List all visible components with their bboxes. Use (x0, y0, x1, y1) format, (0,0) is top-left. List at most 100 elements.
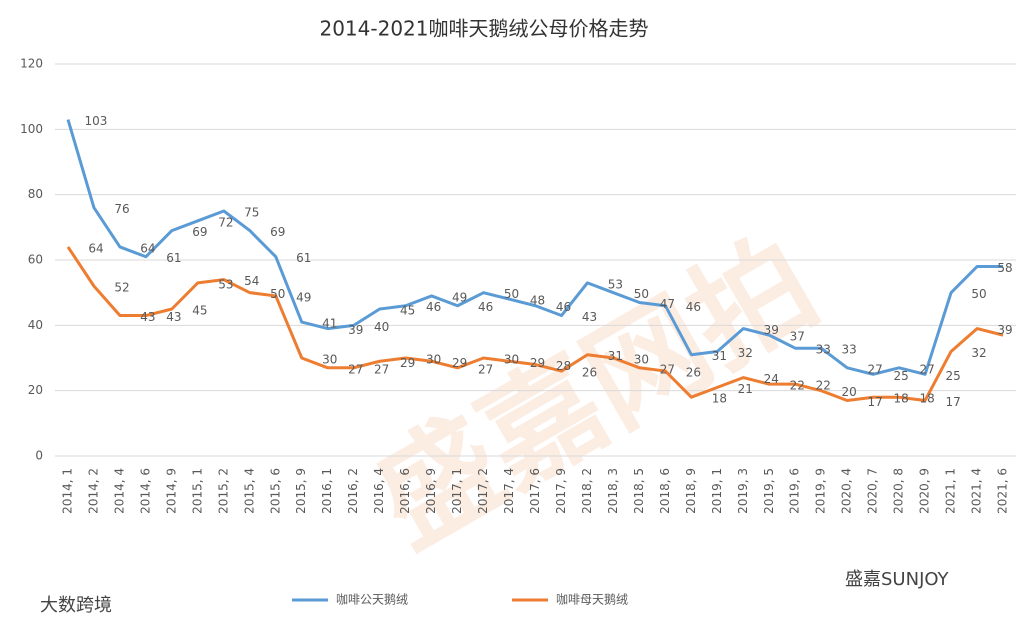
x-tick-label: 2014, 9 (164, 468, 178, 514)
data-label: 27 (919, 362, 934, 376)
data-label: 54 (244, 274, 259, 288)
x-tick-label: 2017, 9 (554, 468, 568, 514)
data-label: 48 (530, 294, 545, 308)
y-tick-label: 80 (28, 187, 43, 201)
data-label: 30 (322, 353, 337, 367)
chart-title: 2014-2021咖啡天鹅绒公母价格走势 (319, 17, 648, 41)
data-label: 22 (816, 379, 831, 393)
data-label: 18 (894, 392, 909, 406)
data-label: 26 (686, 366, 701, 380)
y-tick-label: 120 (20, 57, 43, 71)
x-tick-label: 2016, 1 (320, 468, 334, 514)
x-tick-label: 2020, 4 (840, 468, 854, 514)
data-label: 33 (816, 343, 831, 357)
x-tick-label: 2020, 7 (866, 468, 880, 514)
x-tick-label: 2019, 5 (762, 468, 776, 514)
data-label: 17 (945, 395, 960, 409)
data-label: 46 (426, 300, 441, 314)
data-label: 27 (348, 362, 363, 376)
series-line (66, 119, 1004, 376)
data-label: 43 (166, 310, 181, 324)
data-label: 31 (608, 349, 623, 363)
x-tick-label: 2016, 2 (346, 468, 360, 514)
data-label: 50 (971, 287, 986, 301)
data-label: 27 (374, 362, 389, 376)
data-label: 27 (868, 362, 883, 376)
x-tick-label: 2015, 2 (216, 468, 230, 514)
data-label: 20 (842, 385, 857, 399)
x-tick-label: 2020, 8 (892, 468, 906, 514)
data-label: 45 (400, 304, 415, 318)
data-label: 30 (504, 353, 519, 367)
x-tick-label: 2020, 9 (918, 468, 932, 514)
x-tick-label: 2018, 2 (580, 468, 594, 514)
data-label: 30 (426, 353, 441, 367)
data-label: 31 (712, 349, 727, 363)
data-label: 58 (997, 261, 1012, 275)
x-tick-label: 2015, 6 (268, 468, 282, 514)
data-label: 18 (712, 392, 727, 406)
data-label: 29 (452, 356, 467, 370)
data-label: 53 (218, 277, 233, 291)
x-tick-label: 2016, 9 (424, 468, 438, 514)
data-label: 52 (114, 281, 129, 295)
legend-label: 咖啡母天鹅绒 (556, 592, 628, 607)
data-label: 17 (868, 395, 883, 409)
x-tick-label: 2017, 2 (476, 468, 490, 514)
data-label: 64 (140, 241, 155, 255)
x-tick-label: 2019, 1 (710, 468, 724, 514)
x-tick-label: 2018, 3 (606, 468, 620, 514)
x-tick-label: 2019, 9 (814, 468, 828, 514)
series-line (66, 246, 1004, 402)
data-label: 69 (270, 225, 285, 239)
data-label: 25 (894, 369, 909, 383)
data-label: 46 (686, 300, 701, 314)
x-tick-label: 2018, 9 (684, 468, 698, 514)
brand-right: 盛嘉SUNJOY (845, 569, 950, 590)
data-label: 46 (556, 300, 571, 314)
data-label: 37 (790, 330, 805, 344)
data-label: 24 (764, 372, 779, 386)
x-tick-label: 2021, 4 (970, 468, 984, 514)
data-label: 26 (582, 366, 597, 380)
data-label: 69 (192, 225, 207, 239)
data-label: 41 (322, 317, 337, 331)
x-tick-label: 2015, 1 (190, 468, 204, 514)
x-tick-label: 2018, 5 (632, 468, 646, 514)
x-tick-label: 2014, 2 (86, 468, 100, 514)
y-tick-label: 60 (28, 253, 43, 267)
data-label: 49 (452, 290, 467, 304)
data-label: 50 (504, 287, 519, 301)
x-tick-label: 2019, 6 (788, 468, 802, 514)
data-label: 50 (634, 287, 649, 301)
data-label: 75 (244, 206, 259, 220)
watermark: 盛嘉网拍 (354, 213, 839, 573)
x-tick-label: 2017, 6 (528, 468, 542, 514)
x-tick-label: 2015, 4 (242, 468, 256, 514)
y-tick-label: 40 (28, 318, 43, 332)
data-label: 28 (556, 359, 571, 373)
data-label: 61 (166, 251, 181, 265)
data-label: 50 (270, 287, 285, 301)
data-label: 27 (660, 362, 675, 376)
data-label: 21 (738, 382, 753, 396)
data-label: 30 (634, 353, 649, 367)
data-label: 53 (608, 277, 623, 291)
x-tick-label: 2016, 6 (398, 468, 412, 514)
data-label: 40 (374, 320, 389, 334)
data-label: 47 (660, 297, 675, 311)
x-tick-label: 2021, 6 (996, 468, 1010, 514)
data-label: 32 (971, 346, 986, 360)
data-label: 32 (738, 346, 753, 360)
data-label: 39 (348, 323, 363, 337)
data-label: 103 (85, 114, 108, 128)
data-label: 72 (218, 215, 233, 229)
data-label: 64 (88, 241, 103, 255)
x-tick-label: 2016, 4 (372, 468, 386, 514)
x-tick-label: 2015, 9 (294, 468, 308, 514)
data-label: 39 (764, 323, 779, 337)
brand-left: 大数跨境 (40, 595, 112, 616)
data-label: 46 (478, 300, 493, 314)
x-tick-label: 2014, 4 (112, 468, 126, 514)
